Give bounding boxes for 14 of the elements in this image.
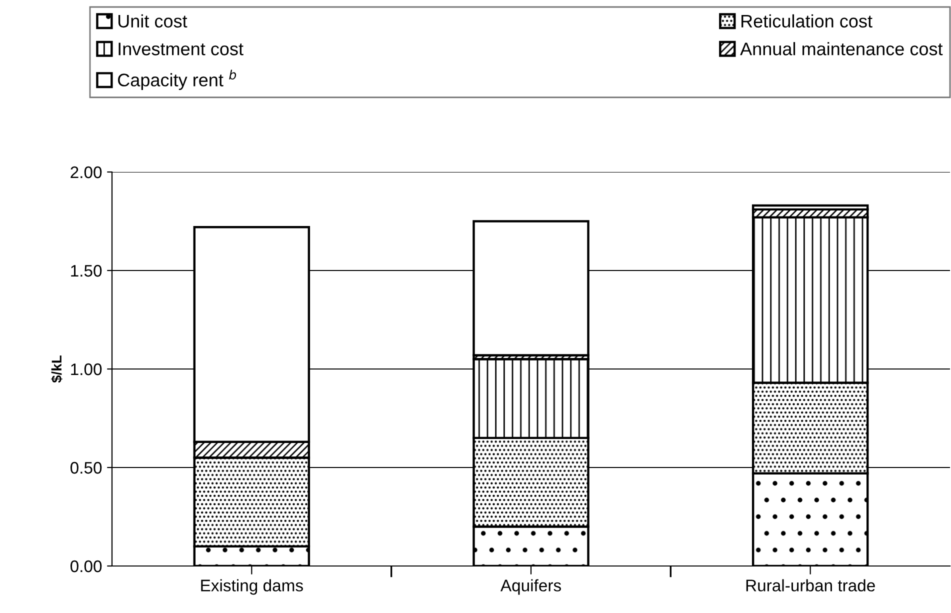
legend-label: Investment cost	[118, 42, 244, 56]
y-tick-label: 0.00	[70, 560, 102, 572]
x-tick-label: Aquifers	[500, 579, 561, 595]
x-tick-label: Existing dams	[201, 579, 303, 595]
y-tick-label: 0.50	[70, 462, 102, 474]
legend-label: Unit cost	[118, 14, 188, 28]
legend-label: Annual maintenance cost	[740, 42, 943, 56]
x-tick-label: Rural-urban trade	[746, 579, 875, 592]
legend-label: Reticulation cost	[742, 14, 872, 28]
y-axis-title: $/kL	[51, 356, 62, 383]
y-tick-label: 1.00	[71, 363, 102, 376]
legend-label: Capacity rent $^{b}$	[118, 70, 236, 90]
y-tick-label: 1.50	[71, 264, 102, 277]
y-tick-label: 2.00	[70, 166, 102, 178]
